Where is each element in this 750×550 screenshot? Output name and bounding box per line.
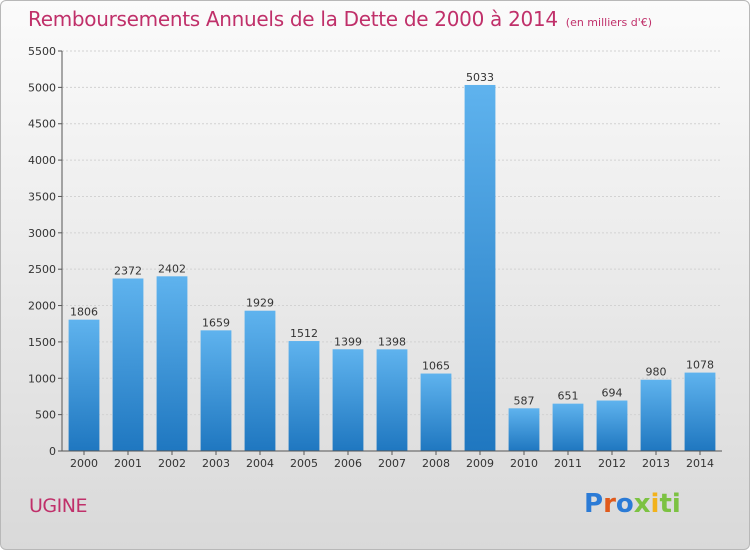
x-tick-label: 2009 <box>466 457 494 470</box>
x-tick-label: 2005 <box>290 457 318 470</box>
bar <box>332 349 364 451</box>
chart-unit: (en milliers d'€) <box>565 16 653 29</box>
axes <box>61 51 722 452</box>
data-label: 1659 <box>202 316 230 329</box>
chart-title-text: Remboursements Annuels de la Dette de 20… <box>28 7 558 31</box>
y-axis-ticks: 0 500 1000 1500 2000 2500 3000 3500 4000 4500 5000… <box>28 45 62 458</box>
y-tick-label: 3500 <box>28 190 56 203</box>
data-label: 1065 <box>422 360 450 373</box>
y-tick-label: 2000 <box>28 300 56 313</box>
bar <box>640 379 672 451</box>
x-tick-label: 2007 <box>378 457 406 470</box>
logo-letter: o <box>615 489 634 519</box>
y-tick-label: 0 <box>49 445 56 458</box>
x-axis-ticks: 2000 2001 2002 2003 2004 2005 2006 2007 2008 2009… <box>70 451 714 470</box>
bar <box>200 330 232 451</box>
y-tick-label: 4500 <box>28 118 56 131</box>
x-tick-label: 2008 <box>422 457 450 470</box>
bars <box>68 84 716 452</box>
data-label: 980 <box>646 366 667 379</box>
bar <box>596 400 628 451</box>
x-tick-label: 2000 <box>70 457 98 470</box>
y-tick-label: 4000 <box>28 154 56 167</box>
data-label: 694 <box>602 387 623 400</box>
proxiti-logo: Proxiti <box>584 489 681 519</box>
x-tick-label: 2003 <box>202 457 230 470</box>
data-label: 5033 <box>466 71 494 84</box>
data-label: 1078 <box>686 359 714 372</box>
data-label: 1512 <box>290 327 318 340</box>
x-tick-label: 2010 <box>510 457 538 470</box>
chart-title: Remboursements Annuels de la Dette de 20… <box>28 7 652 31</box>
bar <box>464 84 496 452</box>
logo-letter: r <box>603 489 616 519</box>
x-tick-label: 2014 <box>686 457 714 470</box>
bar <box>68 319 100 451</box>
data-label: 1398 <box>378 335 406 348</box>
bar <box>156 276 188 451</box>
bar <box>112 278 144 451</box>
y-tick-label: 5000 <box>28 81 56 94</box>
logo-letter: x <box>633 489 651 519</box>
bar <box>376 349 408 451</box>
value-labels: 1806 2372 2402 1659 1929 1512 1399 1398 1065 5033… <box>70 71 714 407</box>
x-tick-label: 2004 <box>246 457 274 470</box>
x-tick-label: 2013 <box>642 457 670 470</box>
bar <box>420 373 452 451</box>
logo-letter: ti <box>659 489 681 519</box>
x-tick-label: 2012 <box>598 457 626 470</box>
bar <box>288 341 320 451</box>
logo-letter: P <box>584 489 604 519</box>
bar <box>244 310 276 451</box>
x-tick-label: 2006 <box>334 457 362 470</box>
data-label: 2402 <box>158 262 186 275</box>
y-tick-label: 3000 <box>28 227 56 240</box>
bar <box>552 403 584 451</box>
data-label: 1929 <box>246 297 274 310</box>
data-label: 2372 <box>114 264 142 277</box>
x-tick-label: 2011 <box>554 457 582 470</box>
y-tick-label: 2500 <box>28 263 56 276</box>
commune-name: UGINE <box>29 495 87 517</box>
x-tick-label: 2001 <box>114 457 142 470</box>
y-tick-label: 5500 <box>28 45 56 58</box>
y-tick-label: 1000 <box>28 372 56 385</box>
data-label: 1399 <box>334 335 362 348</box>
y-tick-label: 1500 <box>28 336 56 349</box>
x-tick-label: 2002 <box>158 457 186 470</box>
bar <box>684 372 716 451</box>
bar <box>508 408 540 451</box>
y-tick-label: 500 <box>35 409 56 422</box>
data-label: 651 <box>558 390 579 403</box>
data-label: 1806 <box>70 306 98 319</box>
logo-letter: i <box>650 489 660 519</box>
data-label: 587 <box>514 394 535 407</box>
